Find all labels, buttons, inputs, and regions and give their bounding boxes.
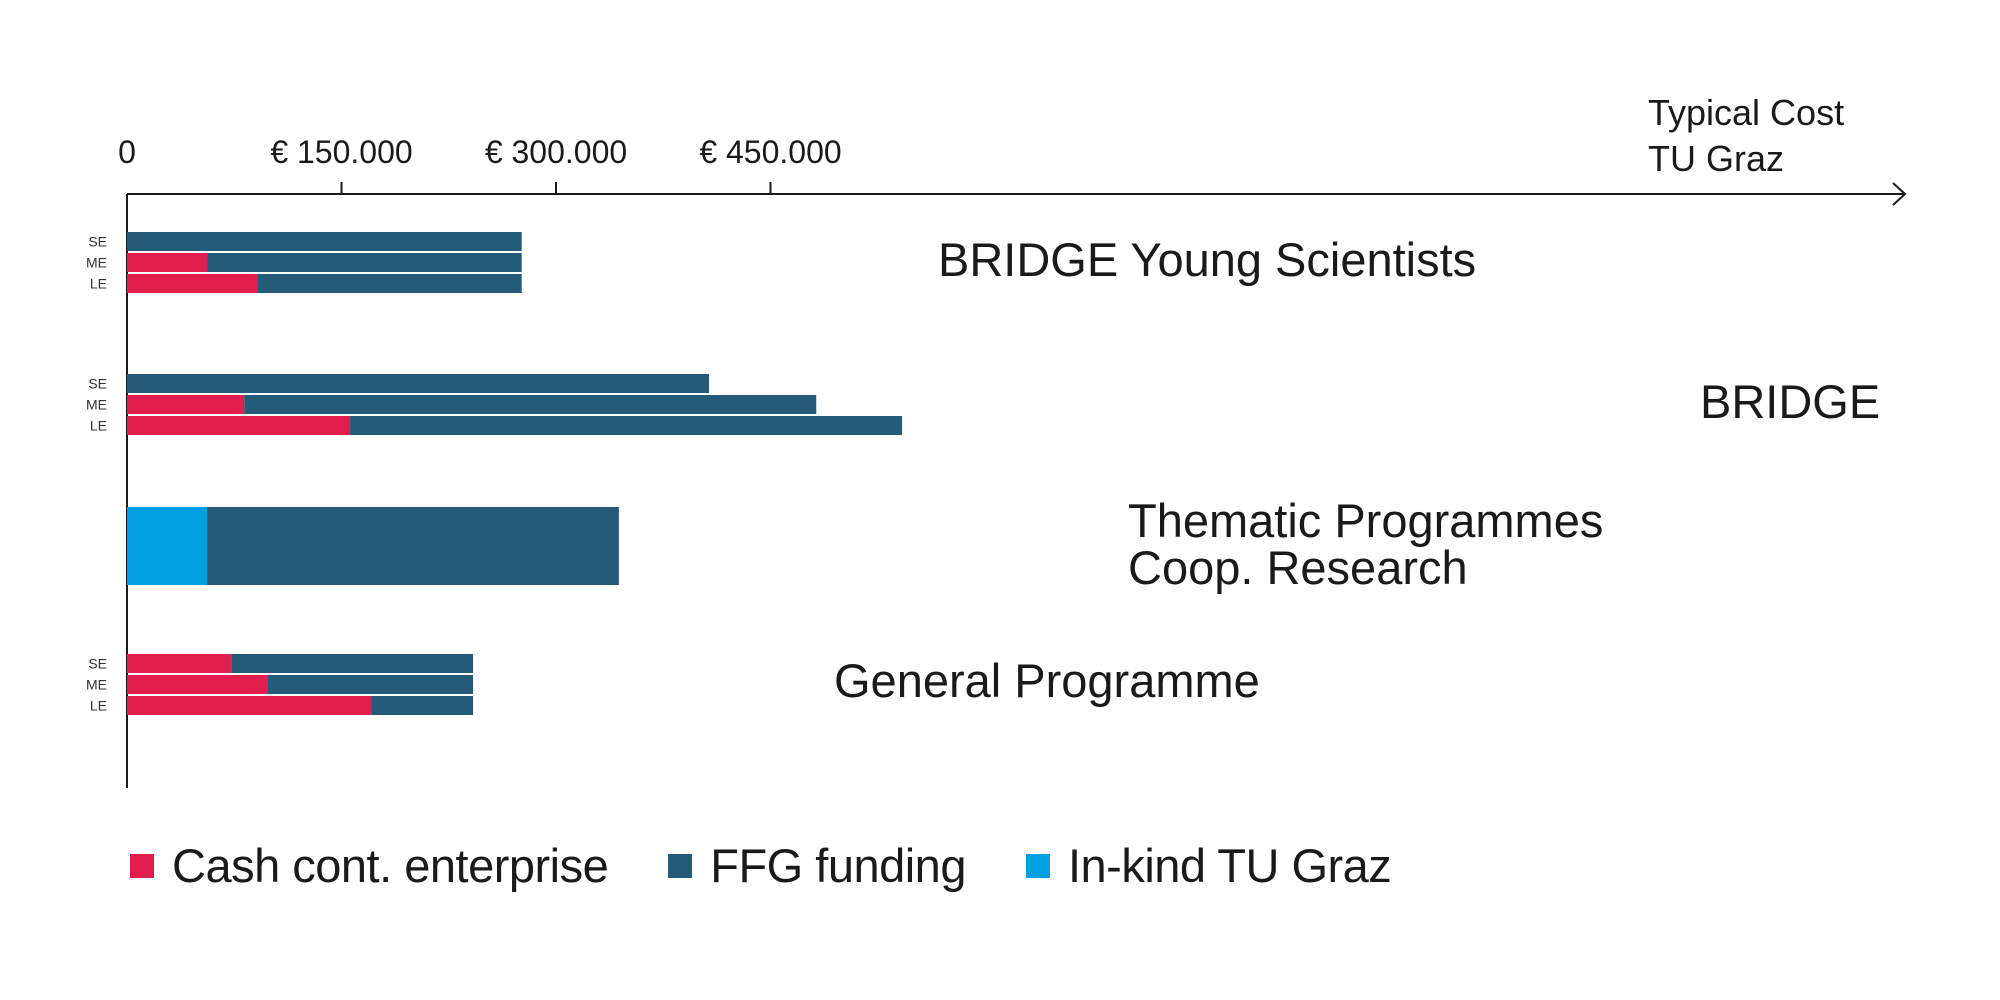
bar-segment-ffg [371,696,474,715]
legend-label-inkind: In-kind TU Graz [1067,839,1392,892]
x-axis-title: TU Graz [1648,138,1784,179]
x-tick-label: € 300.000 [485,134,627,170]
bar-sublabel: ME [86,677,107,693]
group-label: BRIDGE Young Scientists [938,233,1476,286]
bar-sublabel: ME [86,397,107,413]
legend-swatch-inkind [1025,853,1050,878]
bar-segment-cash [127,654,232,673]
bar-segment-ffg [267,675,474,694]
bar-sublabel: LE [90,698,107,714]
bar-segment-ffg [127,374,710,393]
group-label: Coop. Research [1128,541,1468,594]
x-tick-label: 0 [118,134,136,170]
legend-label-ffg: FFG funding [710,839,966,892]
legend: Cash cont. enterprise FFG funding In-kin… [130,838,1451,893]
group-label: BRIDGE [1700,375,1880,428]
legend-item-cash: Cash cont. enterprise [130,838,609,893]
bar-segment-ffg [127,232,522,251]
bar-segment-cash [127,416,351,435]
bar-segment-ffg [350,416,903,435]
bar-segment-inkind [127,507,208,585]
x-axis-arrow [1892,182,1907,206]
bar-sublabel: LE [90,418,107,434]
legend-item-inkind: In-kind TU Graz [1025,838,1392,893]
bar-segment-cash [127,696,372,715]
group-label: Thematic Programmes [1128,494,1603,547]
x-axis-title: Typical Cost [1648,92,1844,133]
bar-segment-ffg [231,654,474,673]
bar-segment-ffg [207,253,522,272]
legend-swatch-ffg [668,853,693,878]
bar-segment-ffg [244,395,817,414]
legend-label-cash: Cash cont. enterprise [172,839,609,892]
bar-segment-cash [127,274,258,293]
legend-item-ffg: FFG funding [668,838,966,893]
group-label: General Programme [834,654,1260,707]
x-tick-label: € 150.000 [270,134,412,170]
bar-segment-cash [127,253,208,272]
bar-sublabel: SE [88,376,107,392]
bar-segment-ffg [257,274,522,293]
x-tick-label: € 450.000 [699,134,841,170]
legend-swatch-cash [130,853,154,878]
bar-segment-cash [127,675,268,694]
bar-sublabel: LE [90,276,107,292]
bar-sublabel: ME [86,255,107,271]
bar-sublabel: SE [88,234,107,250]
bar-segment-cash [127,395,245,414]
bar-sublabel: SE [88,656,107,672]
bar-segment-ffg [207,507,619,585]
